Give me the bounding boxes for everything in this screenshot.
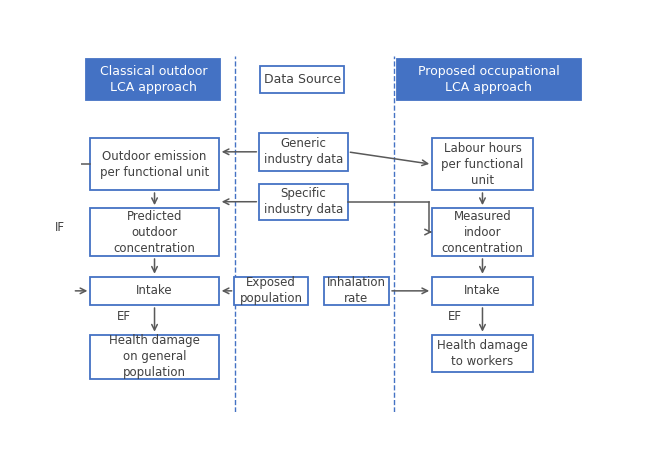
Text: Inhalation
rate: Inhalation rate [327, 276, 386, 306]
FancyBboxPatch shape [432, 335, 533, 372]
Text: Proposed occupational
LCA approach: Proposed occupational LCA approach [418, 65, 560, 94]
Text: Health damage
to workers: Health damage to workers [437, 339, 528, 368]
FancyBboxPatch shape [432, 208, 533, 256]
FancyBboxPatch shape [432, 138, 533, 190]
Text: Classical outdoor
LCA approach: Classical outdoor LCA approach [100, 65, 207, 94]
Text: IF: IF [55, 221, 65, 234]
FancyBboxPatch shape [234, 276, 308, 305]
FancyBboxPatch shape [432, 276, 533, 305]
Text: Labour hours
per functional
unit: Labour hours per functional unit [441, 142, 523, 187]
Text: Predicted
outdoor
concentration: Predicted outdoor concentration [113, 210, 195, 255]
FancyBboxPatch shape [260, 66, 344, 93]
FancyBboxPatch shape [87, 59, 220, 100]
Text: Generic
industry data: Generic industry data [264, 138, 343, 166]
Text: Health damage
on general
population: Health damage on general population [109, 334, 200, 379]
Text: EF: EF [448, 310, 462, 323]
FancyBboxPatch shape [90, 208, 219, 256]
FancyBboxPatch shape [90, 276, 219, 305]
FancyBboxPatch shape [324, 276, 389, 305]
FancyBboxPatch shape [259, 133, 348, 170]
Text: EF: EF [117, 310, 132, 323]
FancyBboxPatch shape [259, 184, 348, 219]
Text: Data Source: Data Source [264, 73, 340, 86]
Text: Measured
indoor
concentration: Measured indoor concentration [441, 210, 523, 255]
FancyBboxPatch shape [90, 335, 219, 379]
Text: Intake: Intake [136, 284, 173, 297]
Text: Specific
industry data: Specific industry data [264, 187, 343, 216]
FancyBboxPatch shape [396, 59, 581, 100]
Text: Exposed
population: Exposed population [240, 276, 303, 306]
FancyBboxPatch shape [90, 138, 219, 190]
Text: Outdoor emission
per functional unit: Outdoor emission per functional unit [100, 150, 209, 179]
Text: Intake: Intake [464, 284, 501, 297]
